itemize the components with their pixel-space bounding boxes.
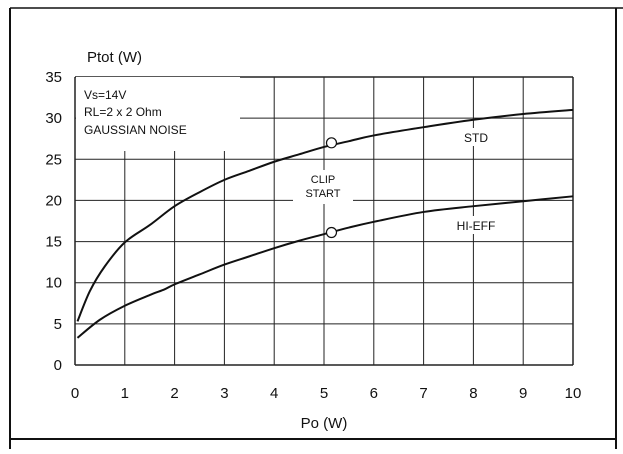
condition-vs: Vs=14V: [84, 88, 126, 102]
y-tick-label: 15: [45, 234, 62, 251]
condition-rl: RL=2 x 2 Ohm: [84, 105, 162, 119]
clip-marker-hi-eff: [326, 228, 336, 238]
x-axis-title: Po (W): [301, 415, 348, 432]
series-label-hieff: HI-EFF: [457, 219, 496, 233]
clip-marker-std: [326, 138, 336, 148]
x-tick-label: 1: [121, 385, 129, 402]
condition-signal: GAUSSIAN NOISE: [84, 123, 187, 137]
y-tick-label: 0: [54, 357, 62, 374]
y-tick-label: 30: [45, 110, 62, 127]
clip-start-label-line1: CLIP: [311, 174, 335, 186]
y-tick-label: 5: [54, 316, 62, 333]
x-tick-label: 0: [71, 385, 79, 402]
x-tick-label: 8: [469, 385, 477, 402]
x-tick-label: 2: [170, 385, 178, 402]
x-tick-label: 4: [270, 385, 278, 402]
y-tick-label: 25: [45, 151, 62, 168]
x-tick-label: 5: [320, 385, 328, 402]
y-axis-title: Ptot (W): [87, 49, 142, 66]
x-tick-label: 3: [220, 385, 228, 402]
x-tick-label: 6: [370, 385, 378, 402]
y-tick-label: 35: [45, 69, 62, 86]
y-tick-label: 10: [45, 275, 62, 292]
x-tick-label: 9: [519, 385, 527, 402]
series-label-std: STD: [464, 131, 488, 145]
x-tick-label: 10: [565, 385, 582, 402]
y-tick-label: 20: [45, 192, 62, 209]
clip-start-label-line2: START: [305, 188, 340, 200]
x-tick-label: 7: [419, 385, 427, 402]
